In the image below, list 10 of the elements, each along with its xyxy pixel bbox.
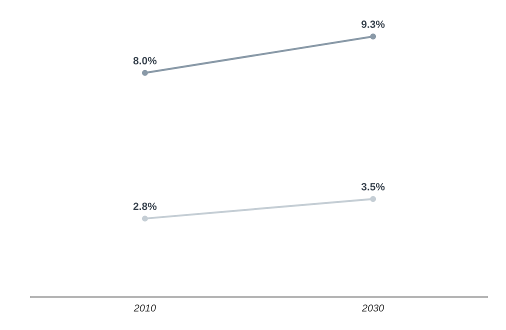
point <box>142 216 148 222</box>
point <box>142 70 148 76</box>
data-label: 9.3% <box>361 20 385 28</box>
data-label: 2.8% <box>133 202 157 210</box>
point <box>370 196 376 202</box>
data-label: 3.5% <box>361 183 385 190</box>
data-label: 8.0% <box>133 56 157 64</box>
point <box>370 33 376 40</box>
x-tick-label: 2010 <box>134 304 156 312</box>
x-tick-label: 2030 <box>362 304 384 312</box>
